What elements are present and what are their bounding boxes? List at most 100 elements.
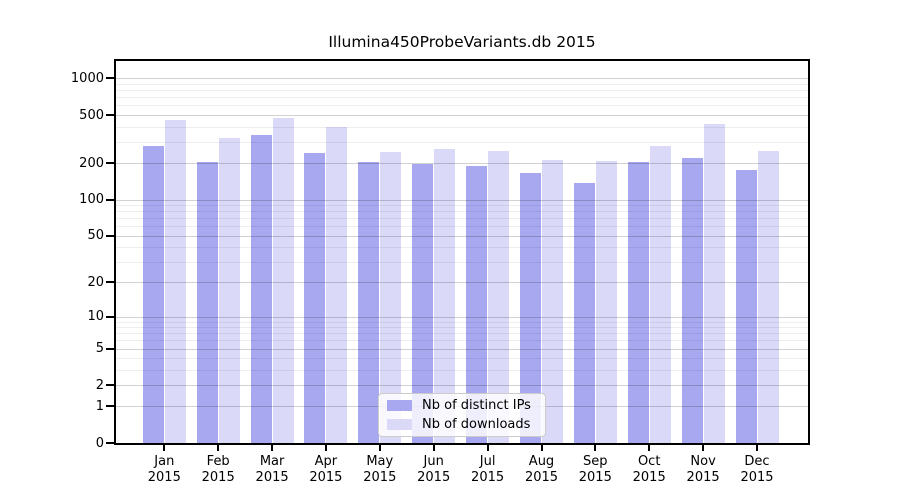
x-tick-may bbox=[378, 445, 381, 451]
bar-jun-distinct-ips bbox=[412, 163, 434, 443]
gridline-minor-700 bbox=[116, 97, 808, 99]
bar-apr-downloads bbox=[326, 127, 348, 443]
bar-sep-downloads bbox=[595, 160, 617, 443]
legend-label-downloads: Nb of downloads bbox=[422, 416, 531, 432]
gridline-minor-600 bbox=[116, 105, 808, 107]
gridline-major-5 bbox=[116, 348, 808, 350]
gridline-major-50 bbox=[116, 235, 808, 237]
x-tick-jun bbox=[432, 445, 435, 451]
gridlines-layer bbox=[116, 61, 808, 443]
gridline-minor-8 bbox=[116, 327, 808, 329]
gridline-major-10 bbox=[116, 316, 808, 318]
bar-jan-downloads bbox=[164, 120, 186, 443]
bar-oct-downloads bbox=[649, 146, 671, 443]
y-tick-10 bbox=[106, 315, 114, 318]
y-tick-0 bbox=[106, 442, 114, 444]
x-tick-sep bbox=[594, 445, 597, 451]
bar-dec-downloads bbox=[757, 150, 779, 443]
y-tick-label-10: 10 bbox=[87, 309, 104, 324]
x-tick-mar bbox=[271, 445, 274, 451]
gridline-minor-30 bbox=[116, 261, 808, 263]
x-tick-label-jan: Jan 2015 bbox=[147, 454, 181, 485]
y-tick-1 bbox=[106, 405, 114, 408]
gridline-major-100 bbox=[116, 199, 808, 201]
y-tick-label-100: 100 bbox=[79, 192, 104, 207]
bar-feb-downloads bbox=[218, 138, 240, 443]
x-tick-aug bbox=[540, 445, 543, 451]
gridline-major-20 bbox=[116, 282, 808, 284]
bar-jun-downloads bbox=[434, 148, 456, 443]
y-tick-label-20: 20 bbox=[87, 274, 104, 290]
legend-swatch-distinct-ips bbox=[387, 400, 412, 412]
y-tick-label-50: 50 bbox=[87, 228, 104, 243]
y-tick-label-0: 0 bbox=[95, 435, 104, 451]
plot-area: Nb of distinct IPs Nb of downloads bbox=[114, 59, 810, 445]
bar-mar-distinct-ips bbox=[250, 134, 272, 443]
x-tick-label-jul: Jul 2015 bbox=[471, 454, 505, 485]
bar-jul-downloads bbox=[488, 150, 510, 443]
legend-entry-downloads: Nb of downloads bbox=[387, 415, 537, 433]
legend-entry-distinct-ips: Nb of distinct IPs bbox=[387, 397, 537, 415]
x-tick-label-aug: Aug 2015 bbox=[524, 454, 559, 485]
x-tick-label-apr: Apr 2015 bbox=[309, 454, 343, 485]
y-tick-label-1000: 1000 bbox=[70, 70, 104, 86]
x-tick-label-feb: Feb 2015 bbox=[201, 454, 235, 485]
x-tick-jul bbox=[486, 445, 489, 451]
legend-label-distinct-ips: Nb of distinct IPs bbox=[422, 398, 531, 414]
gridline-major-1000 bbox=[116, 78, 808, 80]
x-tick-jan bbox=[163, 445, 166, 451]
bar-nov-downloads bbox=[703, 123, 725, 443]
bar-feb-distinct-ips bbox=[196, 161, 218, 443]
bar-dec-distinct-ips bbox=[735, 169, 757, 443]
x-tick-label-jun: Jun 2015 bbox=[417, 454, 451, 485]
x-tick-oct bbox=[648, 445, 651, 451]
y-tick-label-200: 200 bbox=[79, 155, 104, 171]
bar-aug-downloads bbox=[542, 159, 563, 443]
bar-jul-distinct-ips bbox=[466, 166, 488, 443]
x-tick-label-mar: Mar 2015 bbox=[255, 454, 289, 485]
x-tick-label-oct: Oct 2015 bbox=[632, 454, 666, 485]
gridline-major-200 bbox=[116, 163, 808, 165]
gridline-minor-3 bbox=[116, 369, 808, 371]
x-tick-label-dec: Dec 2015 bbox=[740, 454, 774, 485]
y-tick-1000 bbox=[106, 77, 114, 80]
y-tick-label-5: 5 bbox=[95, 341, 104, 356]
bar-apr-distinct-ips bbox=[304, 152, 326, 443]
gridline-minor-7 bbox=[116, 333, 808, 335]
y-tick-2 bbox=[106, 384, 114, 386]
gridline-minor-80 bbox=[116, 211, 808, 213]
y-tick-100 bbox=[106, 198, 114, 201]
x-tick-dec bbox=[756, 445, 758, 451]
x-tick-apr bbox=[324, 445, 327, 451]
x-tick-label-may: May 2015 bbox=[363, 454, 397, 485]
x-tick-nov bbox=[702, 445, 705, 451]
bar-jan-distinct-ips bbox=[142, 146, 164, 443]
gridline-minor-40 bbox=[116, 247, 808, 248]
x-tick-label-nov: Nov 2015 bbox=[686, 454, 720, 485]
gridline-major-2 bbox=[116, 385, 808, 386]
y-tick-200 bbox=[106, 162, 114, 165]
gridline-minor-900 bbox=[116, 84, 808, 85]
y-tick-label-500: 500 bbox=[79, 107, 104, 123]
y-tick-5 bbox=[106, 347, 114, 350]
bar-may-distinct-ips bbox=[358, 161, 380, 443]
legend-swatch-downloads bbox=[387, 418, 412, 430]
legend: Nb of distinct IPs Nb of downloads bbox=[378, 393, 546, 437]
gridline-minor-800 bbox=[116, 90, 808, 92]
gridline-minor-90 bbox=[116, 205, 808, 206]
y-tick-label-2: 2 bbox=[95, 377, 104, 393]
bar-aug-distinct-ips bbox=[520, 172, 541, 443]
gridline-minor-9 bbox=[116, 321, 808, 323]
bar-nov-distinct-ips bbox=[681, 157, 703, 443]
bar-may-downloads bbox=[380, 151, 402, 443]
gridline-major-500 bbox=[116, 115, 808, 116]
y-tick-500 bbox=[106, 114, 114, 116]
y-tick-label-1: 1 bbox=[95, 398, 104, 414]
gridline-minor-4 bbox=[116, 358, 808, 360]
x-tick-feb bbox=[217, 445, 220, 451]
gridline-minor-300 bbox=[116, 141, 808, 143]
bars-layer bbox=[116, 61, 808, 443]
bar-mar-downloads bbox=[272, 117, 294, 443]
x-tick-label-sep: Sep 2015 bbox=[578, 454, 612, 485]
